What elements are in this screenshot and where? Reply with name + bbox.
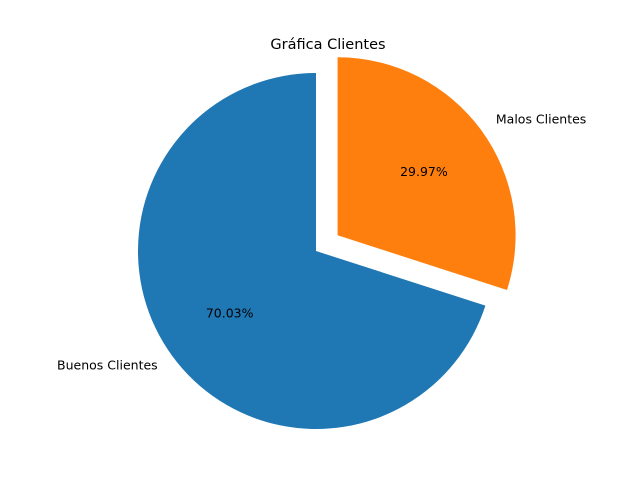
pie-slice-malos-clientes (337, 57, 516, 290)
pie-labels: Buenos Clientes 70.03% Malos Clientes 29.97… (57, 112, 586, 373)
chart-title: Gráfica Clientes (270, 37, 385, 53)
percent-label-buenos-clientes: 70.03% (206, 305, 254, 320)
slice-label-buenos-clientes: Buenos Clientes (57, 358, 158, 373)
pie-slice-buenos-clientes (138, 73, 486, 429)
pie-slices (138, 57, 516, 429)
percent-label-malos-clientes: 29.97% (400, 164, 448, 179)
slice-label-malos-clientes: Malos Clientes (496, 112, 586, 127)
